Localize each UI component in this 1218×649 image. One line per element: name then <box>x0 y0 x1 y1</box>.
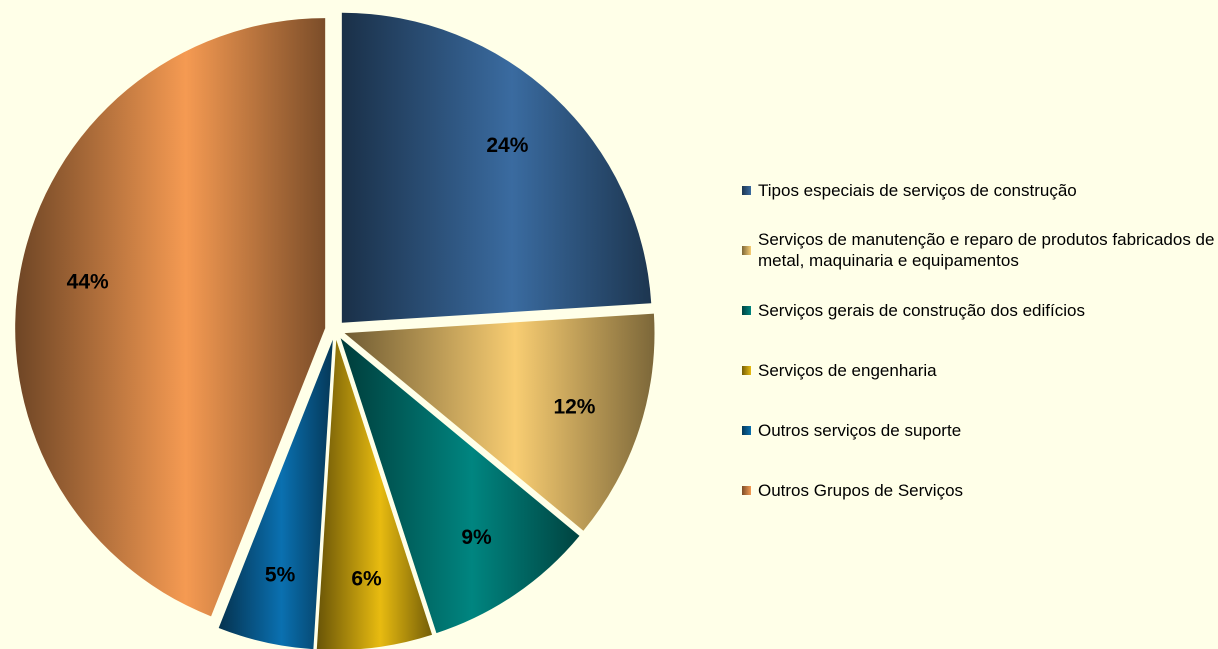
pie-slice <box>341 12 652 323</box>
legend-swatch <box>742 305 751 315</box>
data-label: 9% <box>461 526 492 549</box>
legend-label: Serviços de engenharia <box>758 360 937 380</box>
legend-item: Outros serviços de suporte <box>742 400 1218 460</box>
data-label: 5% <box>265 563 296 586</box>
legend-swatch <box>742 425 751 435</box>
legend-swatch <box>742 185 751 195</box>
pie-slice <box>340 338 580 634</box>
pie-slice <box>316 339 433 649</box>
data-label: 24% <box>486 134 528 157</box>
pie-slice <box>15 18 326 617</box>
legend-label: Outros Grupos de Serviços <box>758 480 964 500</box>
legend-item: Serviços de engenharia <box>742 340 1218 400</box>
legend-item: Tipos especiais de serviços de construçã… <box>742 160 1218 220</box>
legend-label: Serviços gerais de construção dos edifíc… <box>758 300 1085 320</box>
legend-label: Serviços de manutenção e reparo de produ… <box>758 230 1215 270</box>
legend-item: Serviços gerais de construção dos edifíc… <box>742 280 1218 340</box>
legend: Tipos especiais de serviços de construçã… <box>742 160 1218 520</box>
legend-item: Outros Grupos de Serviços <box>742 460 1218 520</box>
legend-swatch <box>742 365 751 375</box>
data-label: 12% <box>553 395 595 418</box>
pie-slice <box>344 313 655 531</box>
data-label: 6% <box>351 567 382 590</box>
legend-item: Serviços de manutenção e reparo de produ… <box>742 220 1218 280</box>
legend-swatch <box>742 245 751 255</box>
data-label: 44% <box>67 270 109 293</box>
legend-label: Tipos especiais de serviços de construçã… <box>758 180 1077 200</box>
legend-swatch <box>742 485 751 495</box>
legend-label: Outros serviços de suporte <box>758 420 962 440</box>
pie-slice <box>218 339 333 649</box>
